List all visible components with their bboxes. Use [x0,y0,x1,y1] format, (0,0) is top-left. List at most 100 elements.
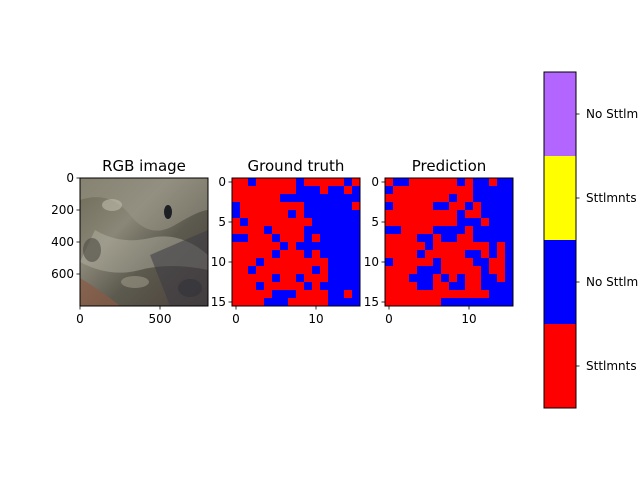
ground-truth-cell [344,258,353,267]
prediction-cell [457,234,466,243]
ground-truth-cell [272,226,281,235]
prediction-cell [465,226,474,235]
prediction-cell [433,226,442,235]
prediction-cell [505,234,514,243]
prediction-cell [425,234,434,243]
ground-truth-cell [320,274,329,283]
ground-truth-cell [264,250,273,259]
prediction-cell [481,210,490,219]
prediction-cell [401,226,410,235]
ground-truth-cell [344,250,353,259]
ground-truth-cell [280,234,289,243]
prediction-cell [473,202,482,211]
prediction-cell [489,178,498,187]
prediction-cell [457,226,466,235]
ground-truth-cell [240,226,249,235]
ground-truth-cell [288,290,297,299]
ground-truth-cell [264,186,273,195]
prediction-cell [433,194,442,203]
ground-truth-cell [288,282,297,291]
ground-truth-cell [344,186,353,195]
prediction-cell [505,210,514,219]
prediction-cell [481,290,490,299]
ground-truth-cell [352,250,361,259]
prediction-cell [497,218,506,227]
rgb-xtick-label: 0 [76,312,84,326]
ground-truth-cell [256,290,265,299]
ground-truth-cell [264,298,273,307]
prediction-cell [489,210,498,219]
ground-truth-cell [328,298,337,307]
ground-truth-cell [272,290,281,299]
rgb-ytick-label: 600 [51,267,74,281]
prediction-cell [449,210,458,219]
ground-truth-cell [312,298,321,307]
prediction-cell [457,258,466,267]
prediction-cell [449,274,458,283]
ground-truth-cell [248,250,257,259]
ground-truth-cell [304,298,313,307]
ground-truth-cell [280,218,289,227]
ground-truth-cell [304,194,313,203]
prediction-cell [401,194,410,203]
rgb-image-panel: RGB image 0 500 0 200 400 600 [51,157,209,326]
ground-truth-cell [320,194,329,203]
ground-truth-cell [328,274,337,283]
prediction-cell [441,258,450,267]
prediction-cell [409,298,418,307]
ground-truth-cell [280,242,289,251]
ground-truth-cell [320,290,329,299]
prediction-cell [473,234,482,243]
ground-truth-cell [312,290,321,299]
ground-truth-cell [336,226,345,235]
prediction-cell [497,186,506,195]
ground-truth-cell [280,202,289,211]
colorbar-segment [544,156,576,240]
ground-truth-cell [288,298,297,307]
ground-truth-cell [328,202,337,211]
prediction-cell [441,218,450,227]
ground-truth-cell [304,274,313,283]
ground-truth-cell [344,266,353,275]
prediction-cell [393,242,402,251]
ground-truth-cell [256,274,265,283]
prediction-cell [497,194,506,203]
prediction-cell [481,298,490,307]
ground-truth-cell [344,178,353,187]
ground-truth-cell [264,274,273,283]
ground-truth-cell [272,266,281,275]
prediction-cell [385,178,394,187]
ground-truth-cell [232,218,241,227]
ground-truth-cell [312,282,321,291]
prediction-cell [401,298,410,307]
ground-truth-cell [344,234,353,243]
ground-truth-cell [264,178,273,187]
ground-truth-cell [232,178,241,187]
ground-truth-cell [328,234,337,243]
ground-truth-cell [352,234,361,243]
ground-truth-cell [352,226,361,235]
ground-truth-cell [272,242,281,251]
prediction-cell [449,226,458,235]
prediction-cell [465,194,474,203]
ground-truth-cell [280,258,289,267]
prediction-cell [481,234,490,243]
prediction-cell [497,266,506,275]
ground-truth-cell [272,202,281,211]
ground-truth-cell [288,186,297,195]
prediction-cell [433,186,442,195]
ground-truth-cell [264,194,273,203]
ground-truth-cell [312,202,321,211]
ground-truth-cell [352,194,361,203]
prediction-cell [417,290,426,299]
prediction-cell [425,194,434,203]
prediction-cell [409,290,418,299]
ground-truth-cell [304,290,313,299]
prediction-cell [401,258,410,267]
ground-truth-cell [272,178,281,187]
ground-truth-cell [312,274,321,283]
prediction-cell [433,258,442,267]
ground-truth-cell [320,178,329,187]
prediction-cell [441,210,450,219]
prediction-cell [401,202,410,211]
